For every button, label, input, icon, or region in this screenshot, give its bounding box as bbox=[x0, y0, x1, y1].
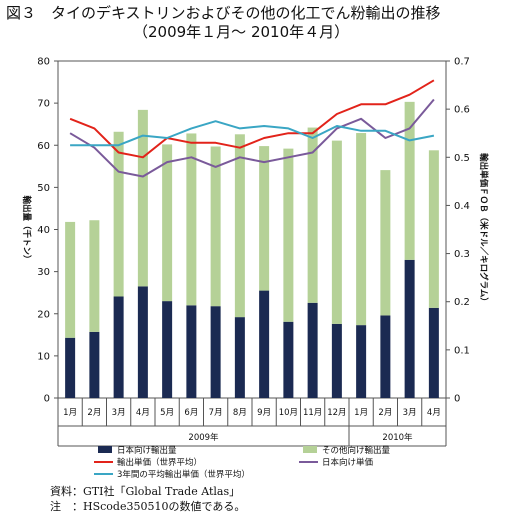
left-axis-tick-label: 10 bbox=[37, 351, 50, 362]
bar-other-export bbox=[331, 140, 342, 324]
right-axis-tick-label: 0.2 bbox=[454, 297, 470, 308]
bar-japan-export bbox=[210, 306, 221, 398]
bar-japan-export bbox=[356, 325, 367, 398]
bar-other-export bbox=[89, 220, 100, 332]
bar-japan-export bbox=[113, 296, 124, 398]
category-label: 3月 bbox=[403, 408, 417, 418]
bar-other-export bbox=[307, 127, 318, 303]
bar-japan-export bbox=[331, 323, 342, 398]
footnote: 注 ：HScode350510の数値である。 bbox=[50, 500, 246, 513]
bar-other-export bbox=[65, 221, 76, 338]
left-axis-tick-label: 70 bbox=[37, 99, 50, 110]
category-label: 12月 bbox=[327, 408, 346, 418]
bar-japan-export bbox=[137, 286, 148, 398]
category-label: 4月 bbox=[427, 408, 441, 418]
left-axis-title: 輸出量（千トン） bbox=[21, 195, 32, 263]
right-axis-tick-label: 0.1 bbox=[454, 345, 470, 356]
bar-japan-export bbox=[259, 290, 270, 398]
category-label: 5月 bbox=[160, 408, 174, 418]
chart-title-line2: （2009年１月～ 2010年４月） bbox=[133, 23, 350, 41]
bar-japan-export bbox=[283, 321, 294, 398]
category-label: 4月 bbox=[136, 408, 150, 418]
bar-japan-export bbox=[162, 301, 173, 398]
category-label: 3月 bbox=[112, 408, 126, 418]
chart-title-line1: 図３ タイのデキストリンおよびその他の化工でん粉輸出の推移 bbox=[6, 4, 441, 22]
bar-japan-export bbox=[186, 305, 197, 398]
legend-label: 3年間の平均輸出単価（世界平均） bbox=[117, 469, 250, 480]
left-axis-tick-label: 30 bbox=[37, 267, 50, 278]
bar-other-export bbox=[380, 170, 391, 316]
line-series-2 bbox=[70, 120, 435, 147]
category-label: 2月 bbox=[378, 408, 392, 418]
legend-label: 日本向け単価 bbox=[322, 457, 374, 468]
category-label: 1月 bbox=[63, 408, 77, 418]
bar-other-export bbox=[404, 101, 415, 260]
right-axis-tick-label: 0.7 bbox=[454, 57, 470, 68]
left-axis-tick-label: 20 bbox=[37, 309, 50, 320]
left-axis-tick-label: 50 bbox=[37, 183, 50, 194]
legend-label: 輸出単価（世界平均） bbox=[117, 457, 202, 468]
bar-other-export bbox=[259, 146, 270, 291]
year-group-label: 2010年 bbox=[382, 432, 413, 443]
bar-japan-export bbox=[65, 337, 76, 398]
source-note: 資料：GTI社「Global Trade Atlas」 bbox=[50, 485, 241, 498]
bar-japan-export bbox=[428, 307, 439, 398]
right-axis-tick-label: 0.6 bbox=[454, 105, 470, 116]
category-label: 8月 bbox=[233, 408, 247, 418]
left-axis-tick-label: 0 bbox=[44, 394, 50, 405]
category-label: 9月 bbox=[257, 408, 271, 418]
right-axis-title: 輸出単価ＦＯＢ（米ドル／キログラム） bbox=[478, 153, 489, 306]
line-series-0 bbox=[69, 79, 435, 159]
bar-other-export bbox=[234, 134, 245, 318]
bar-other-export bbox=[356, 133, 367, 326]
export-chart: 0 10 20 30 40 50 60 70 80 0 0.1 0.2 0.3 0.4 0.5 0.6 0.7 1… bbox=[21, 57, 489, 481]
legend-swatch bbox=[303, 446, 317, 453]
left-axis-tick-label: 40 bbox=[37, 225, 50, 236]
bar-japan-export bbox=[404, 259, 415, 398]
legend-label: その他向け輸出量 bbox=[322, 445, 391, 456]
bar-japan-export bbox=[234, 317, 245, 398]
bar-other-export bbox=[428, 150, 439, 308]
category-label: 2月 bbox=[87, 408, 101, 418]
legend-swatch bbox=[98, 446, 112, 453]
bar-japan-export bbox=[307, 302, 318, 398]
legend-label: 日本向け輸出量 bbox=[117, 445, 177, 456]
line-series-1 bbox=[69, 98, 435, 178]
right-axis-tick-label: 0.3 bbox=[454, 249, 470, 260]
category-label: 7月 bbox=[209, 408, 223, 418]
bar-other-export bbox=[210, 146, 221, 307]
bar-other-export bbox=[283, 148, 294, 322]
right-axis-tick-label: 0.4 bbox=[454, 201, 470, 212]
right-axis-tick-label: 0 bbox=[454, 394, 460, 405]
bar-japan-export bbox=[380, 315, 391, 398]
bar-other-export bbox=[113, 131, 124, 297]
category-label: 11月 bbox=[303, 408, 322, 418]
bar-other-export bbox=[162, 144, 173, 302]
bar-other-export bbox=[137, 109, 148, 287]
category-label: 1月 bbox=[354, 408, 368, 418]
chart-notes: 資料：GTI社「Global Trade Atlas」 注 ：HScode350… bbox=[50, 484, 245, 514]
chart-title: 図３ タイのデキストリンおよびその他の化工でん粉輸出の推移 （2009年１月～ … bbox=[0, 4, 505, 42]
left-axis-tick-label: 80 bbox=[37, 57, 50, 68]
right-axis-tick-label: 0.5 bbox=[454, 153, 470, 164]
year-group-label: 2009年 bbox=[188, 432, 219, 443]
bar-other-export bbox=[186, 133, 197, 306]
bar-japan-export bbox=[89, 331, 100, 398]
category-label: 6月 bbox=[184, 408, 198, 418]
left-axis-tick-label: 60 bbox=[37, 141, 50, 152]
category-label: 10月 bbox=[279, 408, 298, 418]
